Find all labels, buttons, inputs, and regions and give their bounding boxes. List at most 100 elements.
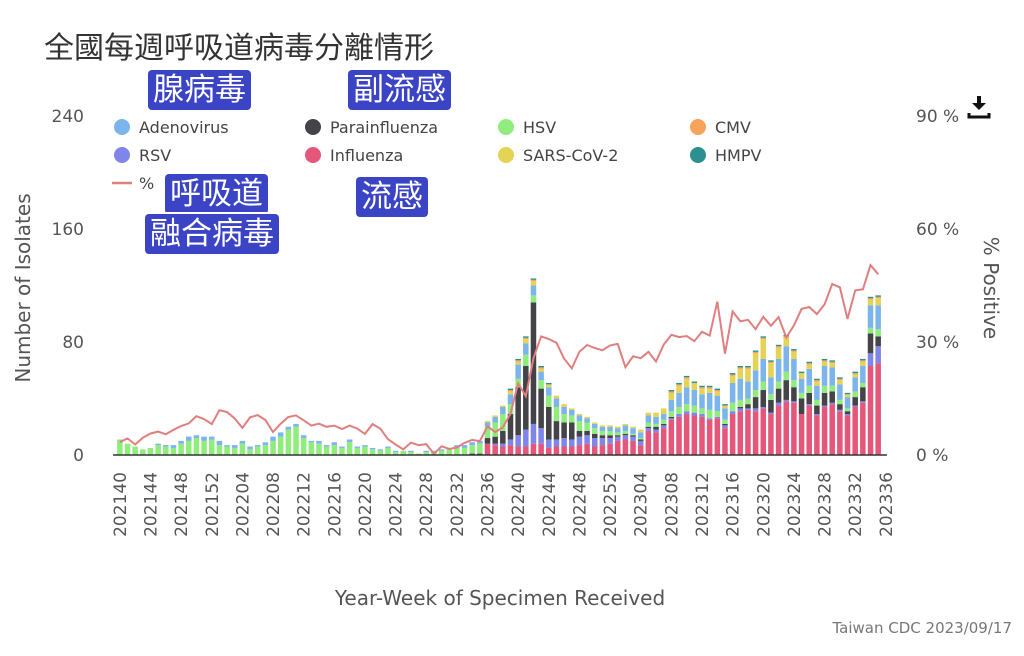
y-tick-label: 0 <box>73 446 84 466</box>
bar-segment-rsv <box>538 428 544 444</box>
bar-segment-influenza <box>607 443 613 455</box>
bar-segment-hmpv <box>737 366 744 368</box>
bar-segment-adenovirus <box>247 446 253 450</box>
bar-segment-influenza <box>875 363 881 455</box>
y2-tick-label: 30 % <box>916 333 959 353</box>
bar-segment-rsv <box>660 425 667 429</box>
bar-segment-hsv <box>653 423 659 427</box>
bar-segment-adenovirus <box>270 436 276 441</box>
legend: Adenovirus Parainfluenza HSV CMV RSV Influenz… <box>112 118 761 193</box>
bar-segment-hsv <box>546 395 552 407</box>
bar-segment-influenza <box>783 401 790 455</box>
bar-segment-parainfluenza <box>806 392 812 405</box>
bar-segment-hsv <box>722 419 728 424</box>
download-icon[interactable] <box>966 94 992 120</box>
bar-segment-adenovirus <box>653 416 659 424</box>
bar-segment-adenovirus <box>591 423 598 429</box>
legend-marker-parainfluenza <box>305 119 321 135</box>
bar-segment-influenza <box>507 445 514 455</box>
bar-segment-rsv <box>844 414 851 416</box>
bar-segment-sars-cov-2 <box>745 368 751 382</box>
bar-segment-cmv <box>745 367 751 369</box>
bar-segment-hsv <box>285 429 292 455</box>
bar-segment-adenovirus <box>722 408 728 420</box>
bar-segment-hmpv <box>814 378 820 381</box>
legend-label[interactable]: CMV <box>715 118 751 137</box>
bar-segment-adenovirus <box>239 440 246 444</box>
legend-label[interactable]: % <box>139 174 154 193</box>
bar-segment-hmpv <box>515 358 521 361</box>
bar-segment-adenovirus <box>339 446 345 448</box>
legend-label[interactable]: HSV <box>523 118 556 137</box>
bar-segment-rsv <box>860 401 866 403</box>
bar-segment-influenza <box>722 428 728 455</box>
bar-segment-influenza <box>676 416 682 455</box>
bar-segment-hsv <box>469 445 475 454</box>
legend-label[interactable]: SARS-CoV-2 <box>523 146 618 165</box>
bar-segment-hsv <box>477 443 483 454</box>
bar-segment-parainfluenza <box>492 436 498 444</box>
bar-segment-rsv <box>829 402 835 405</box>
bar-segment-sars-cov-2 <box>584 416 590 419</box>
bar-segment-parainfluenza <box>515 387 521 436</box>
bar-segment-adenovirus <box>584 418 590 423</box>
bar-segment-influenza <box>775 405 782 455</box>
legend-label[interactable]: RSV <box>139 146 171 165</box>
bar-segment-hsv <box>538 380 544 389</box>
bar-segment-adenovirus <box>500 406 506 415</box>
bar-segment-adenovirus <box>262 442 269 446</box>
annotation-rsv-line1: 呼吸道 <box>165 174 268 214</box>
bar-segment-sars-cov-2 <box>515 361 521 365</box>
y-axis-right: 0 % 30 % 60 % 90 % <box>916 107 959 466</box>
bar-segment-sars-cov-2 <box>569 408 575 410</box>
bar-segment-hsv <box>178 443 184 455</box>
bar-segment-hmpv <box>852 371 858 374</box>
bar-segment-influenza <box>714 418 721 455</box>
bar-segment-rsv <box>783 399 790 402</box>
bar-segment-hsv <box>768 394 774 400</box>
bar-segment-hmpv <box>791 349 797 351</box>
bar-segment-rsv <box>752 408 759 412</box>
bar-segment-cmv <box>699 387 705 389</box>
bar-segment-hsv <box>752 390 759 398</box>
stacked-bars <box>117 278 881 456</box>
bar-segment-rsv <box>760 406 767 409</box>
bar-segment-parainfluenza <box>768 399 774 413</box>
bar-segment-adenovirus <box>492 416 498 423</box>
bar-segment-hsv <box>844 408 851 412</box>
x-axis-title: Year-Week of Specimen Received <box>334 586 665 610</box>
bar-segment-hmpv <box>676 382 682 385</box>
bar-segment-parainfluenza <box>783 380 790 400</box>
bar-segment-cmv <box>806 363 812 365</box>
bar-segment-adenovirus <box>775 358 782 382</box>
bar-segment-adenovirus <box>277 432 284 437</box>
bar-segment-rsv <box>821 405 828 407</box>
legend-label[interactable]: Influenza <box>330 146 403 165</box>
bar-segment-rsv <box>852 405 858 407</box>
bar-segment-sars-cov-2 <box>622 423 629 426</box>
bar-segment-hsv <box>186 440 192 456</box>
bar-segment-parainfluenza <box>852 397 858 406</box>
bar-segment-cmv <box>875 296 881 299</box>
bar-segment-sars-cov-2 <box>829 363 835 368</box>
bar-segment-rsv <box>668 418 675 420</box>
bar-segment-parainfluenza <box>576 430 583 437</box>
x-tick-label: 202304 <box>632 472 652 537</box>
bar-segment-influenza <box>768 414 774 455</box>
legend-label[interactable]: Adenovirus <box>139 118 229 137</box>
x-tick-label: 202244 <box>540 472 560 537</box>
bar-segment-hmpv <box>722 404 728 406</box>
legend-label[interactable]: Parainfluenza <box>330 118 438 137</box>
bar-segment-parainfluenza <box>561 422 567 439</box>
bar-segment-sars-cov-2 <box>760 339 767 359</box>
bar-segment-rsv <box>530 423 537 444</box>
bar-segment-adenovirus <box>362 445 368 447</box>
bar-segment-influenza <box>637 445 644 455</box>
bar-segment-hsv <box>821 385 828 393</box>
bar-segment-sars-cov-2 <box>576 414 583 416</box>
bar-segment-rsv <box>699 414 705 417</box>
legend-label[interactable]: HMPV <box>715 146 761 165</box>
bar-segment-influenza <box>515 446 521 455</box>
bar-segment-hsv <box>814 399 820 406</box>
bar-segment-hsv <box>523 354 529 367</box>
